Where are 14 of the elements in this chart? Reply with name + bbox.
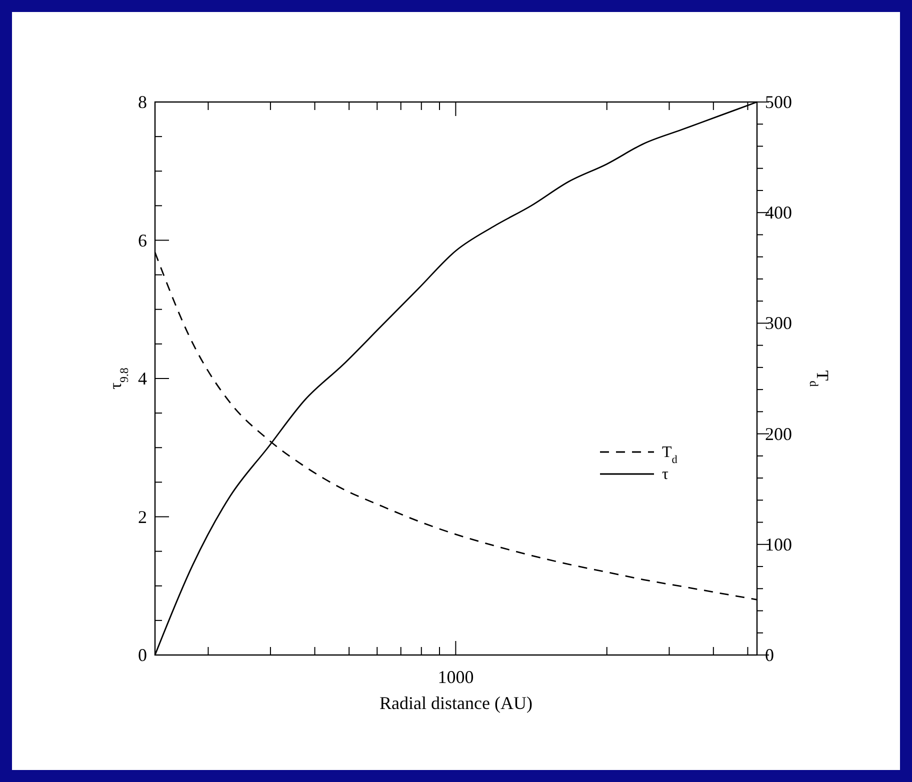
text: 1000 — [438, 667, 474, 687]
y-tick-label: 6 — [138, 230, 147, 250]
y-tick-label: 0 — [138, 645, 147, 665]
y2-tick-label: 100 — [765, 534, 792, 554]
y-tick-label: 8 — [138, 92, 147, 112]
y2-tick-label: 300 — [765, 313, 792, 334]
y2-tick-label: 200 — [765, 424, 792, 444]
legend-label: τ — [662, 466, 669, 483]
x-axis-title: Radial distance (AU) — [380, 693, 532, 713]
legend-label: T$_{d}$ — [662, 444, 678, 466]
y-tick-label: 2 — [138, 506, 147, 527]
y-tick-label: 4 — [138, 368, 147, 388]
y2-tick-label: 400 — [765, 202, 792, 223]
y2-tick-label: 500 — [765, 92, 792, 112]
